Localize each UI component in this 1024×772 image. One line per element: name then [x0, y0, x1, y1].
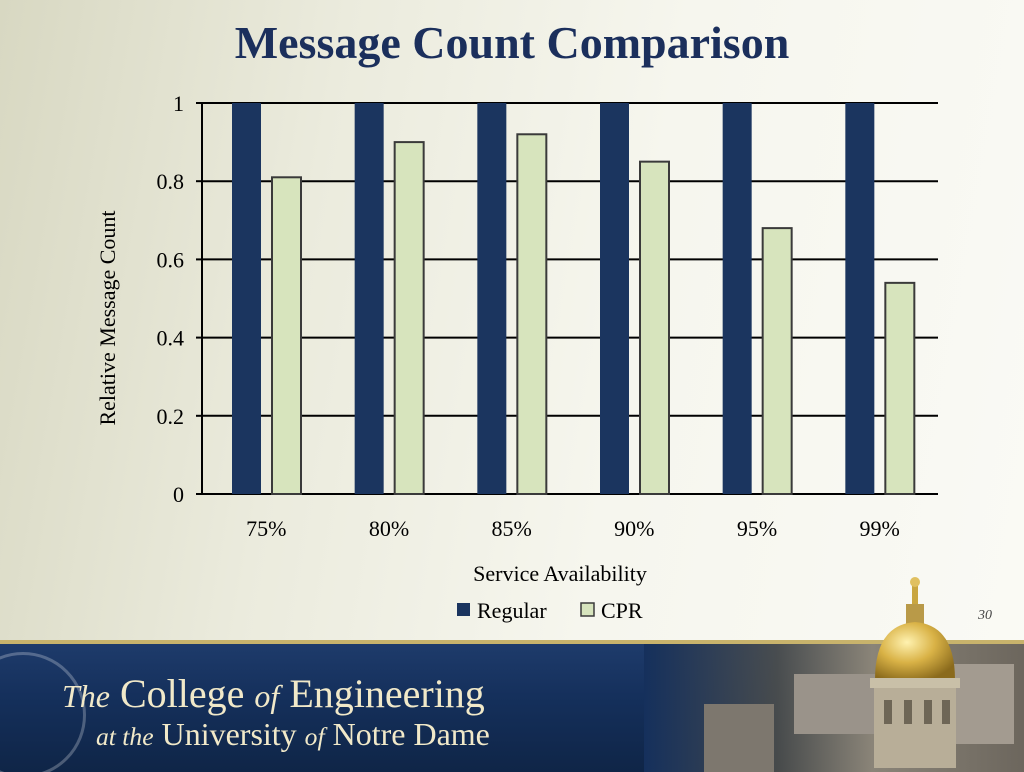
bar-cpr	[639, 160, 670, 495]
x-tick-label: 99%	[860, 516, 900, 541]
x-tick-label: 95%	[737, 516, 777, 541]
x-tick-label: 75%	[246, 516, 286, 541]
y-tick-label: 1	[173, 91, 184, 116]
footer-university-name: at the University of Notre Dame	[96, 716, 490, 753]
y-tick-label: 0	[173, 482, 184, 507]
x-axis-label: Service Availability	[473, 561, 647, 586]
footer-college-name: The College of Engineering	[62, 670, 485, 717]
y-tick-label: 0.2	[157, 404, 185, 429]
legend-swatch-cpr	[580, 602, 595, 617]
x-tick-label: 80%	[369, 516, 409, 541]
bar-cpr	[393, 141, 425, 495]
gridlines	[202, 102, 938, 495]
footer-word: at the	[96, 722, 154, 751]
bars	[232, 103, 916, 495]
bar-chart: 0 0.2 0.4 0.6 0.8 1 75% 80% 85% 90% 95% 99% Relativ…	[95, 91, 938, 623]
footer-word: Engineering	[289, 671, 485, 716]
slide-title: Message Count Comparison	[234, 17, 790, 68]
y-axis-label: Relative Message Count	[95, 210, 120, 425]
footer-banner: The College of Engineering at the Univer…	[0, 640, 1024, 772]
slide-number: 30	[978, 608, 992, 623]
bar-regular	[477, 103, 507, 494]
footer-word: The	[62, 678, 110, 714]
bar-regular	[232, 103, 261, 494]
legend: Regular CPR	[457, 598, 643, 623]
y-tick-label: 0.6	[157, 247, 185, 272]
bar-cpr	[516, 133, 548, 495]
y-tick-label: 0.4	[157, 326, 185, 351]
golden-dome-icon	[870, 577, 960, 768]
legend-label-regular: Regular	[477, 598, 547, 623]
footer-word: of	[254, 678, 280, 714]
bar-cpr	[761, 227, 793, 495]
footer-word: of	[304, 722, 325, 751]
bar-regular	[354, 103, 384, 494]
footer-word: College	[120, 671, 245, 716]
legend-swatch-regular	[457, 603, 470, 616]
y-tick-label: 0.8	[157, 169, 185, 194]
bar-regular	[722, 103, 752, 494]
footer-word: University	[161, 716, 297, 752]
bar-regular	[600, 103, 629, 494]
bar-cpr	[884, 281, 916, 495]
bar-regular	[845, 103, 875, 494]
legend-label-cpr: CPR	[601, 598, 643, 623]
bar-cpr	[271, 176, 302, 495]
x-tick-label: 85%	[492, 516, 532, 541]
axes: 0 0.2 0.4 0.6 0.8 1 75% 80% 85% 90% 95% 99%	[157, 91, 900, 541]
campus-photo	[644, 644, 1024, 772]
footer-word: Notre Dame	[332, 716, 490, 752]
x-tick-label: 90%	[614, 516, 654, 541]
